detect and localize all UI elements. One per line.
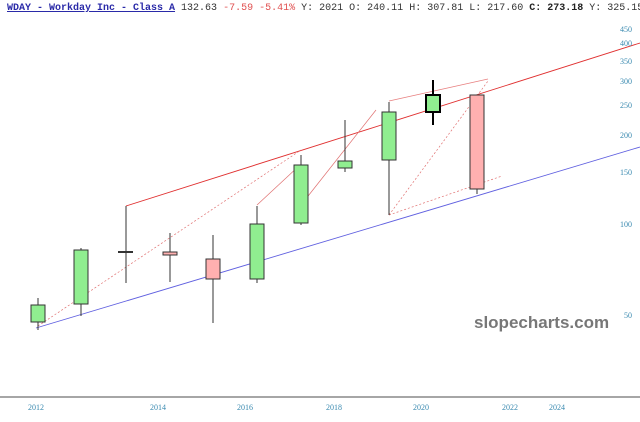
price-change-pct: -5.41% (259, 3, 296, 14)
x-tick-2018: 2018 (326, 403, 342, 412)
candles (30, 80, 485, 330)
x-axis: 2012 2014 2016 2018 2020 2022 2024 (28, 403, 565, 412)
candle-2015[interactable] (162, 233, 178, 282)
x-tick-2020: 2020 (413, 403, 429, 412)
y-tick-350: 350 (620, 57, 632, 66)
candle-2017[interactable] (249, 206, 265, 283)
dotted-fan-2 (300, 109, 377, 206)
x-tick-2022: 2022 (502, 403, 518, 412)
last-price: 132.63 (181, 3, 218, 14)
y-tick-200: 200 (620, 131, 632, 140)
y-value: Y: 325.15 (589, 3, 640, 14)
watermark: slopecharts.com (474, 313, 609, 332)
high-value: H: 307.81 (409, 3, 464, 14)
dotted-fan-4 (388, 175, 503, 216)
candle-2022[interactable] (469, 94, 485, 194)
candle-2012[interactable] (30, 298, 46, 330)
upper-channel-line (388, 78, 489, 102)
candle-2018[interactable] (293, 155, 309, 225)
candle-2013[interactable] (73, 248, 89, 316)
candle-2019[interactable] (337, 120, 353, 172)
candle-2020[interactable] (381, 102, 397, 215)
x-tick-2012: 2012 (28, 403, 44, 412)
y-tick-50: 50 (624, 311, 632, 320)
candle-2016[interactable] (205, 235, 221, 323)
x-tick-2024: 2024 (549, 403, 565, 412)
open-value: O: 240.11 (349, 3, 404, 14)
y-axis: 450 400 350 300 250 200 150 100 50 (620, 25, 632, 320)
x-tick-2016: 2016 (237, 403, 253, 412)
period-year: Y: 2021 (301, 3, 344, 14)
candle-2014[interactable] (118, 206, 133, 283)
trendlines (35, 42, 640, 329)
y-tick-100: 100 (620, 220, 632, 229)
price-change: -7.59 (223, 3, 254, 14)
dotted-fan-5 (256, 164, 301, 206)
y-tick-300: 300 (620, 77, 632, 86)
chart-header: WDAY - Workday Inc - Class A 132.63 -7.5… (7, 3, 640, 14)
candle-2021-selected[interactable] (425, 80, 441, 125)
y-tick-450: 450 (620, 25, 632, 34)
y-tick-150: 150 (620, 168, 632, 177)
low-value: L: 217.60 (469, 3, 524, 14)
close-value: C: 273.18 (529, 3, 584, 14)
symbol-link[interactable]: WDAY - Workday Inc - Class A (7, 3, 176, 14)
y-tick-250: 250 (620, 101, 632, 110)
y-tick-400: 400 (620, 39, 632, 48)
x-tick-2014: 2014 (150, 403, 166, 412)
support-line[interactable] (35, 146, 640, 329)
